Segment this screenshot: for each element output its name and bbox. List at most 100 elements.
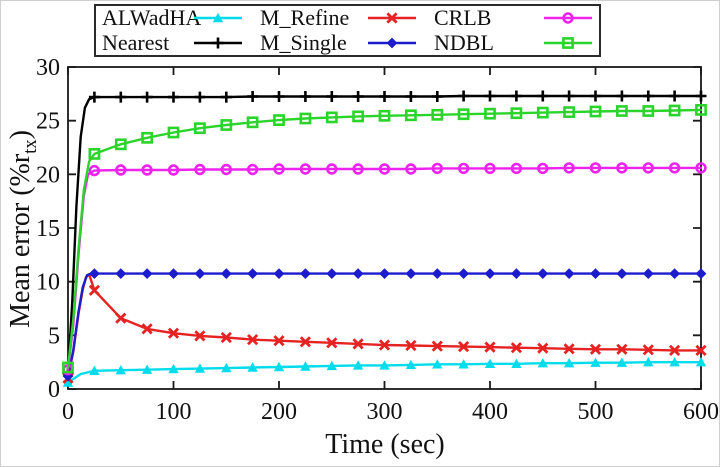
triangle-marker-icon — [300, 361, 311, 371]
diamond-marker-icon — [379, 268, 390, 279]
x-marker-icon — [326, 337, 338, 349]
x-tick-label: 200 — [261, 399, 297, 425]
square-marker-icon — [668, 104, 681, 117]
triangle-marker-icon — [352, 360, 364, 370]
square-marker-icon — [431, 108, 444, 121]
x-marker-icon — [642, 344, 654, 356]
circle-marker-icon — [326, 163, 338, 175]
plus-marker-icon — [326, 91, 338, 102]
x-marker-icon — [194, 330, 206, 342]
series-line-crlb — [66, 166, 703, 371]
legend-sample-ndbl — [542, 34, 600, 52]
circle-marker-icon — [510, 162, 523, 175]
diamond-marker-icon — [194, 268, 206, 279]
x-tick-label: 400 — [472, 399, 508, 425]
triangle-marker-icon — [326, 360, 337, 371]
circle-marker-icon — [616, 162, 628, 174]
legend-sample-m_refine — [366, 9, 422, 27]
square-marker-icon — [62, 361, 74, 374]
circle-marker-icon — [589, 162, 602, 174]
x-tick-label: 300 — [367, 399, 403, 425]
square-marker-icon — [114, 138, 127, 151]
square-marker-icon — [299, 112, 312, 125]
triangle-marker-icon — [669, 357, 680, 367]
circle-marker-icon — [246, 163, 259, 176]
x-marker-icon — [273, 335, 285, 347]
x-marker-icon — [695, 344, 707, 356]
circle-marker-icon — [352, 163, 364, 175]
triangle-marker-icon — [115, 365, 126, 375]
diamond-marker-icon — [273, 268, 285, 279]
circle-marker-icon — [141, 164, 153, 176]
circle-marker-icon — [562, 12, 574, 24]
square-marker-icon — [615, 105, 628, 117]
circle-marker-icon — [668, 162, 681, 174]
plus-marker-icon — [212, 37, 224, 49]
plus-marker-icon — [220, 91, 232, 103]
x-marker-icon — [431, 340, 443, 352]
square-marker-icon — [141, 131, 153, 144]
x-marker-icon — [141, 323, 153, 335]
series-line-alwadha — [66, 361, 703, 384]
square-marker-icon — [404, 109, 417, 122]
triangle-marker-icon — [405, 359, 417, 370]
diamond-marker-icon — [563, 268, 575, 279]
plus-marker-icon — [590, 90, 601, 102]
series-line-ndbl — [66, 108, 703, 369]
x-tick-label: 0 — [62, 399, 74, 425]
x-tick-label: 600 — [683, 399, 719, 425]
x-marker-icon — [563, 343, 575, 355]
diamond-marker-icon — [590, 268, 601, 279]
triangle-marker-icon — [62, 377, 74, 387]
diamond-marker-icon — [247, 268, 258, 279]
x-marker-icon — [405, 339, 417, 352]
x-marker-icon — [220, 331, 232, 344]
y-axis-title: Mean error (%rtx) — [5, 130, 41, 328]
plus-marker-icon — [379, 91, 390, 102]
diamond-marker-icon — [669, 268, 680, 279]
triangle-marker-icon — [432, 359, 443, 369]
plus-marker-icon — [616, 90, 628, 102]
plus-marker-icon — [484, 90, 496, 102]
x-tick-label: 500 — [578, 399, 614, 425]
plus-marker-icon — [299, 91, 311, 102]
square-marker-icon — [589, 105, 602, 118]
x-marker-icon — [88, 284, 100, 296]
triangle-marker-icon — [89, 365, 100, 375]
diamond-marker-icon — [616, 268, 628, 279]
diamond-marker-icon — [89, 268, 100, 279]
diamond-marker-icon — [300, 268, 311, 279]
legend-key-icon — [194, 37, 242, 49]
triangle-marker-icon — [537, 358, 548, 368]
square-marker-icon — [325, 111, 338, 124]
legend-label-crlb: CRLB — [434, 5, 492, 31]
circle-marker-icon — [431, 162, 443, 175]
triangle-marker-icon — [221, 362, 232, 373]
diamond-marker-icon — [405, 268, 417, 279]
legend-sample-m_single — [366, 34, 422, 52]
circle-marker-icon — [167, 164, 180, 176]
square-marker-icon — [352, 110, 364, 123]
circle-marker-icon — [537, 162, 549, 175]
diamond-marker-icon — [537, 268, 549, 279]
x-marker-icon — [378, 339, 391, 351]
diamond-marker-icon — [115, 268, 127, 279]
y-tick-label: 10 — [36, 270, 60, 296]
circle-marker-icon — [88, 164, 101, 177]
legend-label-alwadha: ALWadHA — [102, 5, 202, 31]
x-marker-icon — [352, 338, 364, 350]
triangle-marker-icon — [563, 358, 575, 368]
triangle-marker-icon — [511, 358, 522, 368]
circle-marker-icon — [194, 163, 206, 176]
triangle-marker-icon — [194, 363, 206, 373]
circle-marker-icon — [273, 163, 285, 175]
y-tick-label: 5 — [48, 323, 60, 349]
triangle-marker-icon — [484, 358, 496, 368]
x-marker-icon — [616, 343, 628, 355]
legend-label-m_refine: M_Refine — [260, 5, 350, 31]
chart-legend: ALWadHA M_Refine CRLB Nearest M_Single NDBL — [94, 4, 601, 57]
triangle-marker-icon — [379, 360, 390, 370]
circle-marker-icon — [220, 163, 233, 176]
